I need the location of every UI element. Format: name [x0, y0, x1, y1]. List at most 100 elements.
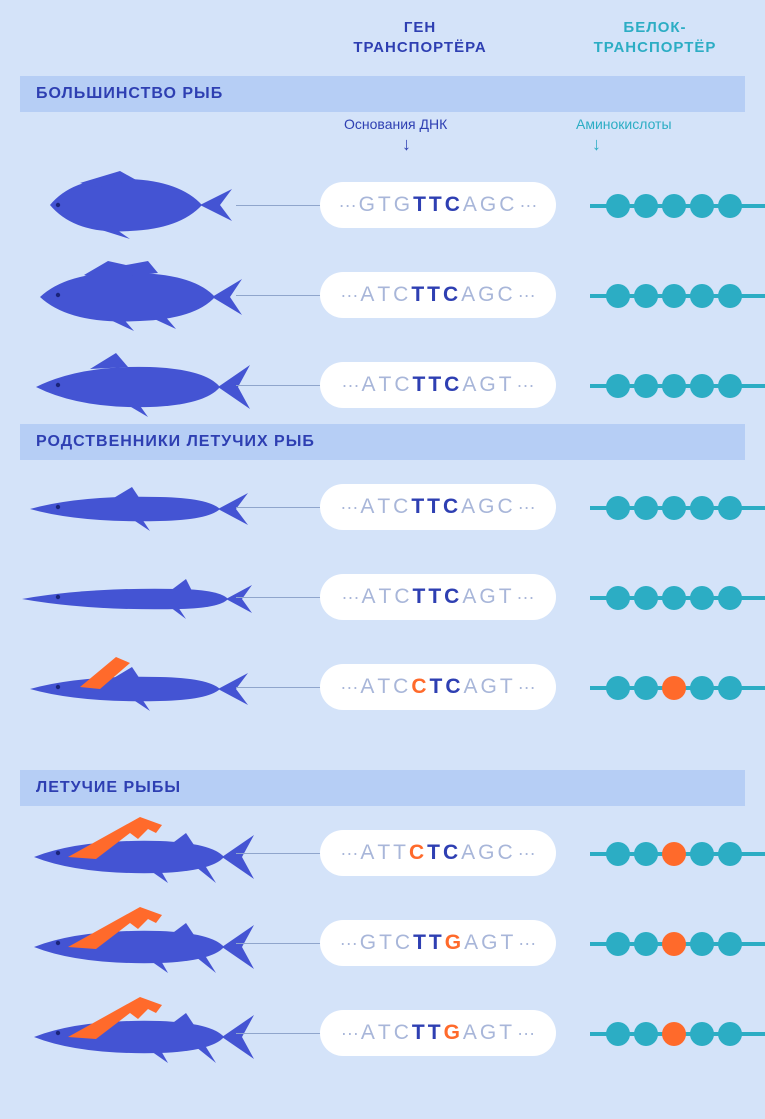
- dna-base: T: [428, 373, 444, 397]
- amino-bead: [718, 496, 742, 520]
- gene-sequence: ···ATCTTCAGT···: [320, 574, 556, 620]
- header-gene: ГЕНТРАНСПОРТЁРА: [320, 18, 520, 57]
- dna-base: T: [427, 841, 443, 865]
- sublabels: Основания ДНК ↓ Аминокислоты ↓: [20, 112, 745, 158]
- amino-bead: [662, 374, 686, 398]
- dna-base: A: [462, 585, 479, 609]
- section: БОЛЬШИНСТВО РЫБ Основания ДНК ↓ Аминокис…: [20, 76, 745, 158]
- connector-line: [236, 385, 324, 386]
- connector-line: [236, 507, 324, 508]
- dna-base: T: [500, 675, 516, 699]
- dna-base: T: [379, 373, 395, 397]
- amino-bead: [718, 932, 742, 956]
- dna-base: G: [481, 931, 500, 955]
- amino-bead: [718, 1022, 742, 1046]
- header-protein: БЕЛОК-ТРАНСПОРТЁР: [570, 18, 740, 57]
- section-title: РОДСТВЕННИКИ ЛЕТУЧИХ РЫБ: [20, 424, 745, 460]
- amino-bead: [662, 676, 686, 700]
- gene-sequence: ···GTCTTGAGT···: [320, 920, 556, 966]
- amino-bead: [662, 842, 686, 866]
- gene-sequence: ···GTGTTCAGC···: [320, 182, 556, 228]
- fish-row: ···ATCTTGAGT···: [20, 988, 745, 1078]
- gene-sequence: ···ATCTTCAGT···: [320, 362, 556, 408]
- amino-bead: [606, 586, 630, 610]
- dna-base: T: [499, 373, 515, 397]
- gene-sequence: ···ATCTTGAGT···: [320, 1010, 556, 1056]
- dna-base: A: [463, 1021, 480, 1045]
- dna-base: G: [478, 283, 497, 307]
- amino-bead: [606, 932, 630, 956]
- dna-base: G: [479, 585, 498, 609]
- amino-bead: [718, 586, 742, 610]
- protein-chain: [590, 577, 765, 617]
- connector-line: [236, 295, 324, 296]
- dna-base: T: [411, 495, 427, 519]
- amino-bead: [690, 1022, 714, 1046]
- dna-base: C: [393, 675, 411, 699]
- connector-line: [236, 943, 324, 944]
- amino-bead: [634, 676, 658, 700]
- fish-icon: [20, 165, 260, 245]
- dna-base: C: [443, 283, 461, 307]
- section: РОДСТВЕННИКИ ЛЕТУЧИХ РЫБ ···ATCTTCAGC···…: [20, 424, 745, 460]
- dna-base: A: [360, 675, 377, 699]
- gene-sequence: ···ATCCTCAGT···: [320, 664, 556, 710]
- dna-base: A: [462, 373, 479, 397]
- protein-chain: [590, 365, 765, 405]
- fish-row: ···ATTCTCAGC···: [20, 808, 745, 898]
- dna-base: A: [464, 675, 481, 699]
- amino-bead: [634, 496, 658, 520]
- amino-bead: [634, 586, 658, 610]
- dna-base: C: [444, 373, 462, 397]
- arrow-down-icon: ↓: [402, 134, 411, 155]
- dna-base: T: [413, 585, 429, 609]
- dna-base: C: [498, 841, 516, 865]
- dna-base: T: [427, 283, 443, 307]
- fish-icon: [20, 993, 260, 1073]
- fish-icon: [20, 345, 260, 425]
- fish-icon: [20, 467, 260, 547]
- dna-base: T: [378, 193, 394, 217]
- connector-line: [236, 853, 324, 854]
- amino-bead: [718, 284, 742, 308]
- connector-line: [236, 597, 324, 598]
- dna-base: C: [394, 1021, 412, 1045]
- dna-base: G: [445, 931, 464, 955]
- dna-base: C: [394, 373, 412, 397]
- amino-bead: [662, 1022, 686, 1046]
- dna-base: A: [360, 283, 377, 307]
- dna-base: T: [412, 1021, 428, 1045]
- amino-bead: [606, 1022, 630, 1046]
- dna-base: C: [393, 495, 411, 519]
- amino-bead: [662, 284, 686, 308]
- dna-base: A: [463, 193, 480, 217]
- section-title: ЛЕТУЧИЕ РЫБЫ: [20, 770, 745, 806]
- amino-bead: [662, 194, 686, 218]
- dna-base: C: [411, 675, 429, 699]
- dna-base: C: [395, 931, 413, 955]
- dna-base: C: [393, 283, 411, 307]
- amino-bead: [662, 932, 686, 956]
- fish-row: ···ATCTTCAGT···: [20, 552, 745, 642]
- dna-base: T: [500, 931, 516, 955]
- protein-chain: [590, 1013, 765, 1053]
- protein-chain: [590, 275, 765, 315]
- gene-sequence: ···ATCTTCAGC···: [320, 272, 556, 318]
- amino-bead: [690, 842, 714, 866]
- amino-label: Аминокислоты: [576, 116, 672, 132]
- protein-chain: [590, 667, 765, 707]
- fish-row: ···GTCTTGAGT···: [20, 898, 745, 988]
- section-title: БОЛЬШИНСТВО РЫБ: [20, 76, 745, 112]
- protein-chain: [590, 833, 765, 873]
- amino-bead: [690, 676, 714, 700]
- dna-base: T: [411, 283, 427, 307]
- dna-base: T: [377, 841, 393, 865]
- connector-line: [236, 687, 324, 688]
- dna-base: G: [360, 931, 379, 955]
- dna-base: T: [427, 495, 443, 519]
- dna-base: G: [481, 675, 500, 699]
- amino-bead: [718, 676, 742, 700]
- gene-sequence: ···ATCTTCAGC···: [320, 484, 556, 530]
- protein-chain: [590, 185, 765, 225]
- dna-base: A: [461, 495, 478, 519]
